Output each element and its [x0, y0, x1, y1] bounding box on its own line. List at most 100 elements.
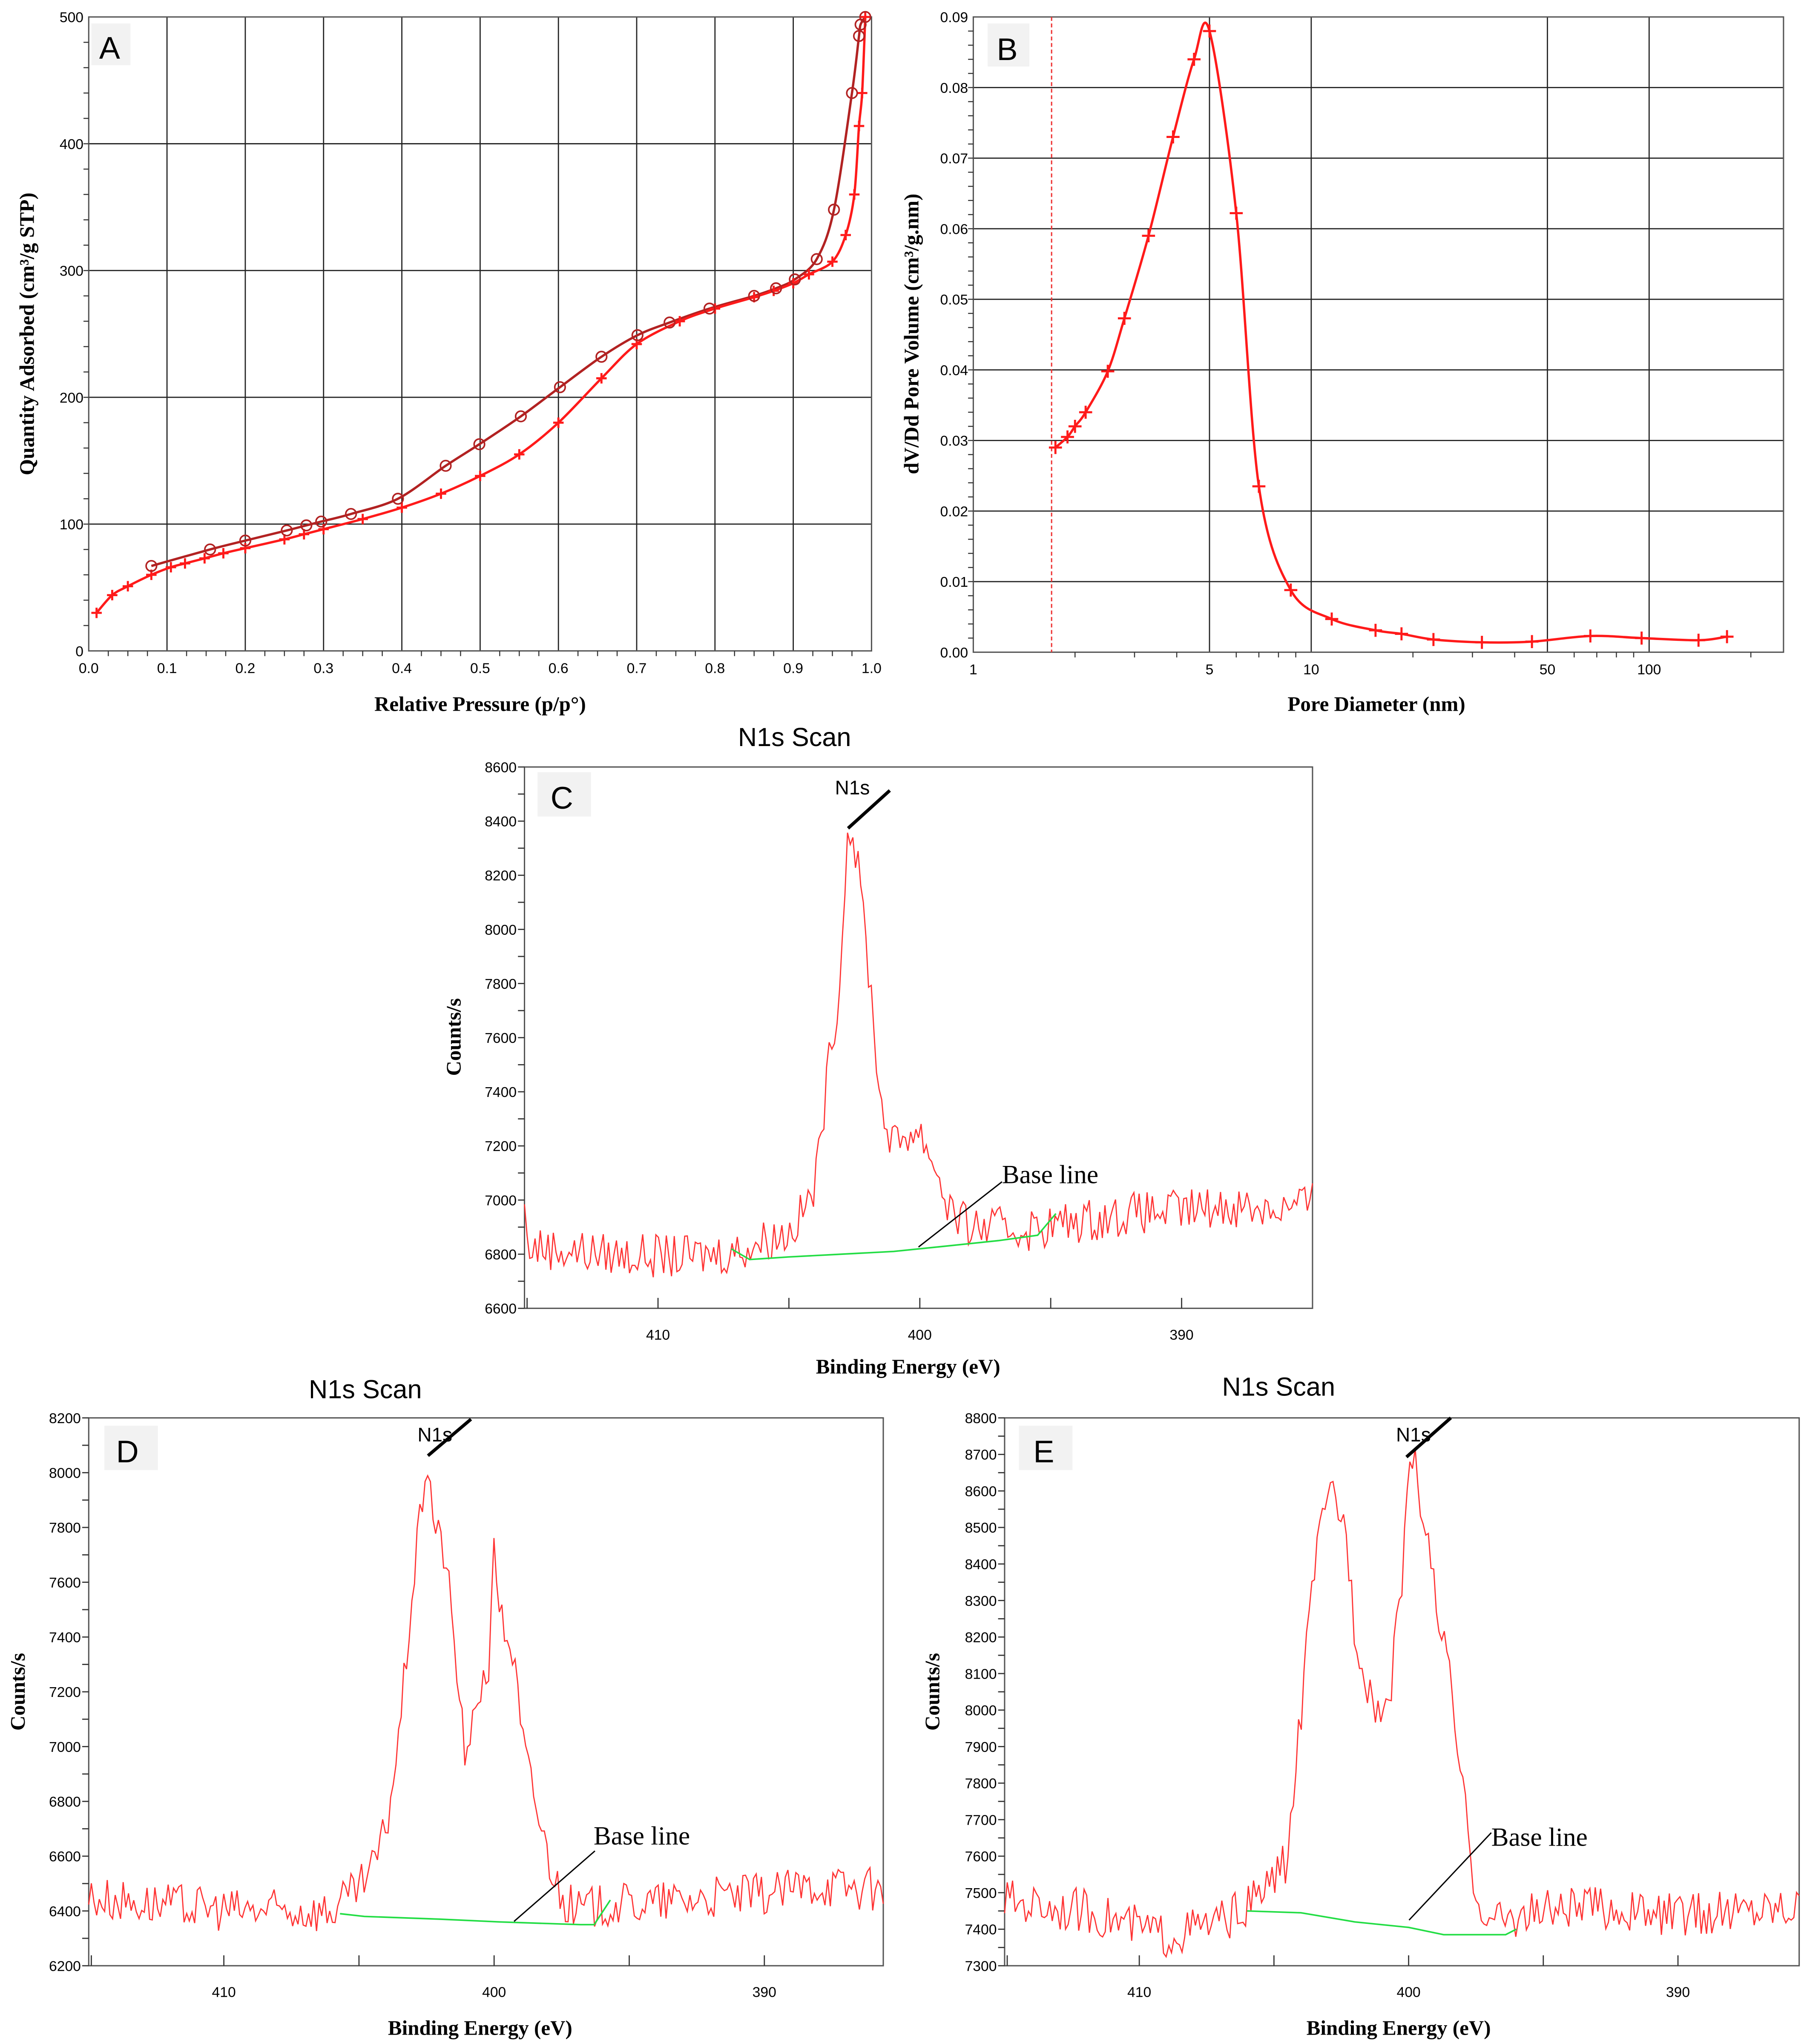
y-tick-label: 0.08: [940, 80, 968, 96]
plus-marker: [107, 590, 118, 600]
y-tick-label: 8000: [965, 1703, 997, 1719]
circle-marker: [345, 508, 357, 520]
y-tick-label: 7800: [49, 1520, 81, 1536]
circle-marker: [473, 438, 486, 451]
x-tick-label: 10: [1303, 662, 1319, 678]
panel-b-label: B: [997, 32, 1018, 67]
plus-marker: [860, 11, 870, 23]
panel-c-baseline-label: Base line: [1002, 1160, 1098, 1189]
y-tick-label: 400: [60, 137, 83, 152]
y-tick-label: 8500: [965, 1520, 997, 1536]
panel-d-baseline-pointer: [514, 1850, 595, 1922]
y-tick-label: 6800: [49, 1794, 81, 1810]
panel-b-axis-ticks: 1 5 10 50 100 0.00 0.01 0.02 0.03 0.04 0.05 0.06 0.0…: [940, 10, 1752, 678]
plus-marker: [1203, 24, 1216, 38]
y-tick-label: 8100: [965, 1666, 997, 1682]
plus-marker: [804, 269, 814, 280]
y-tick-label: 7800: [965, 1776, 997, 1792]
y-tick-label: 8700: [965, 1447, 997, 1463]
plus-marker: [553, 417, 564, 428]
circle-marker: [392, 493, 404, 505]
plus-marker: [91, 607, 102, 618]
panel-c-peak-label: N1s: [835, 776, 870, 798]
panel-c-title: N1s Scan: [738, 723, 851, 752]
y-tick-label: 6600: [485, 1301, 517, 1317]
x-tick-label: 5: [1206, 662, 1214, 678]
panel-d-ylabel: Counts/s: [6, 1653, 29, 1731]
circle-marker: [770, 282, 782, 295]
circle-marker: [853, 30, 865, 42]
y-tick-label: 500: [60, 10, 83, 26]
panel-b-grid: [973, 17, 1784, 652]
y-tick-label: 8000: [49, 1466, 81, 1481]
panel-d-peak-pointer: [427, 1418, 472, 1457]
x-tick-label: 1: [969, 662, 977, 678]
x-tick-label: 0.0: [79, 661, 99, 677]
y-tick-label: 7900: [965, 1740, 997, 1755]
x-tick-label: 0.3: [313, 661, 333, 677]
y-tick-label: 7700: [965, 1812, 997, 1828]
circle-marker: [300, 519, 313, 531]
x-tick-label: 0.4: [392, 661, 412, 677]
circle-marker: [828, 204, 840, 216]
y-tick-label: 6800: [485, 1247, 517, 1263]
circle-marker: [145, 560, 158, 572]
plus-marker: [1525, 635, 1539, 649]
plus-marker: [1395, 627, 1408, 640]
y-tick-label: 7400: [485, 1085, 517, 1100]
panel-a-axis-ticks: 0.0 0.1 0.2 0.3 0.4 0.5 0.6 0.7 0.8 0.9 1.0 0 100 200…: [60, 10, 882, 677]
plus-marker: [788, 278, 799, 289]
plus-marker: [436, 488, 446, 499]
y-tick-label: 8400: [965, 1557, 997, 1573]
y-tick-label: 7000: [49, 1740, 81, 1755]
panel-d-label-box: [104, 1426, 158, 1470]
x-tick-label: 0.2: [236, 661, 256, 677]
panel-a-grid: [89, 17, 872, 651]
y-tick-label: 100: [60, 517, 83, 533]
plus-marker: [768, 285, 779, 296]
panel-e-xlabel: Binding Energy (eV): [1307, 2016, 1491, 2040]
circle-marker: [554, 381, 566, 393]
plus-marker: [840, 230, 851, 241]
panel-a-label: A: [99, 30, 120, 66]
plus-marker: [1118, 312, 1131, 325]
circle-marker: [703, 302, 716, 315]
x-tick-label: 400: [1396, 1985, 1420, 2001]
panel-c-xlabel: Binding Energy (eV): [816, 1355, 1000, 1378]
panel-b-label-box: [988, 23, 1030, 67]
plus-marker: [1583, 629, 1597, 643]
plus-marker: [1049, 441, 1062, 454]
panel-e-ylabel: Counts/s: [921, 1653, 944, 1731]
plus-marker: [1101, 365, 1115, 378]
panel-c-axis-ticks: 410 400 390 6600 6800 7000 7200 7400 7600 7800 800…: [485, 760, 1193, 1343]
x-tick-label: 100: [1637, 662, 1661, 678]
circle-marker: [846, 87, 858, 99]
panel-e-baseline-label: Base line: [1491, 1823, 1588, 1852]
plus-marker: [240, 543, 251, 554]
y-tick-label: 0.04: [940, 363, 968, 379]
plus-marker: [1079, 405, 1092, 419]
y-tick-label: 7600: [49, 1575, 81, 1591]
plus-marker: [218, 548, 229, 559]
circle-marker: [789, 273, 801, 286]
y-tick-label: 8800: [965, 1411, 997, 1427]
panel-a-desorption-curve: [151, 16, 867, 567]
y-tick-label: 6400: [49, 1904, 81, 1920]
y-tick-label: 8200: [965, 1630, 997, 1646]
panel-e-xps: N1s Scan 410 400 390 7300 7400 7500 7600 7700 78…: [921, 1372, 1800, 2040]
plus-marker: [1068, 419, 1082, 433]
plus-marker: [1720, 630, 1734, 643]
panel-b-xlabel: Pore Diameter (nm): [1287, 692, 1465, 715]
y-tick-label: 200: [60, 390, 83, 406]
x-tick-label: 50: [1540, 662, 1555, 678]
y-tick-label: 6200: [49, 1958, 81, 1974]
plus-marker: [1142, 229, 1155, 242]
panel-c-baseline-pointer: [918, 1181, 1003, 1248]
plus-marker: [596, 373, 607, 384]
circle-marker: [315, 515, 328, 528]
x-tick-label: 0.5: [470, 661, 490, 677]
plus-marker: [1692, 634, 1705, 647]
plus-marker: [857, 88, 868, 98]
y-tick-label: 7200: [485, 1139, 517, 1154]
